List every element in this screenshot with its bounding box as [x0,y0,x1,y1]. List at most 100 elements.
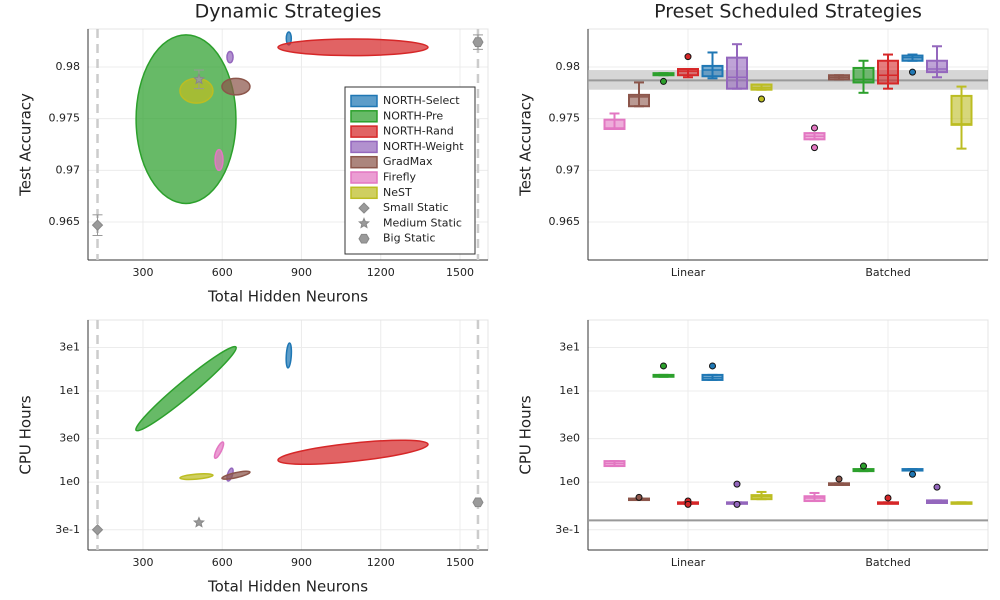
x-tick-label: 1200 [367,556,395,569]
legend-marker [358,217,370,229]
static-marker [91,524,104,536]
outlier [660,362,667,370]
legend-swatch [350,186,378,200]
legend-swatch [350,155,378,169]
x-tick-label: 1500 [446,266,474,279]
box [677,68,699,77]
y-axis-label: CPU Hours [517,395,535,474]
legend-label: NORTH-Weight [383,140,464,153]
static-marker [472,37,484,47]
outlier [884,494,892,502]
box [726,56,748,90]
legend-label: NORTH-Pre [383,109,443,122]
y-tick-label: 1e1 [59,384,80,397]
y-tick-label: 3e1 [559,340,580,353]
legend-label: Big Static [383,232,436,245]
outlier [835,475,843,483]
legend-swatch [350,140,378,154]
strategy-ellipse [221,77,251,96]
static-marker [192,73,205,85]
outlier [811,144,818,152]
x-tick-label: Linear [671,556,706,569]
legend-label: Medium Static [383,216,462,229]
y-tick-label: 1e0 [559,475,580,488]
legend-label: GradMax [383,155,433,168]
box [926,59,948,74]
strategy-ellipse [285,342,293,369]
legend-swatch [350,110,378,123]
x-tick-label: 900 [291,266,312,279]
x-tick-label: 300 [132,266,153,279]
y-tick-label: 0.965 [49,215,81,228]
box [950,94,973,126]
legend-label: Firefly [383,171,417,184]
x-tick-label: Linear [671,266,706,279]
x-tick-label: 600 [212,556,233,569]
outlier [635,493,643,501]
y-axis-label: CPU Hours [17,395,35,474]
y-tick-label: 3e0 [559,432,580,445]
y-tick-label: 0.975 [49,112,81,125]
x-tick-label: 900 [291,556,312,569]
strategy-ellipse [277,439,429,465]
static-marker [91,219,104,231]
y-tick-label: 1e0 [59,475,80,488]
outlier [860,462,867,470]
outlier [811,124,818,132]
panel-title: Preset Scheduled Strategies [654,1,922,23]
strategy-ellipse [135,34,237,205]
outlier [709,362,716,370]
y-tick-label: 0.97 [556,163,581,176]
strategy-ellipse [214,148,224,172]
x-axis-label: Total Hidden Neurons [207,578,368,596]
y-tick-label: 1e1 [559,384,580,397]
box [852,66,875,84]
y-axis-label: Test Accuracy [517,93,535,197]
y-tick-label: 0.98 [56,60,81,73]
y-axis-label: Test Accuracy [17,93,35,197]
strategy-ellipse [135,345,237,432]
legend-label: NORTH-Rand [383,125,454,138]
y-tick-label: 3e1 [59,340,80,353]
box [877,59,899,85]
box [628,93,650,108]
strategy-ellipse [179,472,214,481]
outlier [684,53,692,61]
legend-marker [358,202,370,214]
box [603,118,626,130]
x-tick-label: 300 [132,556,153,569]
outlier [660,77,667,85]
legend-label: NeST [383,186,412,199]
x-tick-label: 600 [212,266,233,279]
x-tick-label: 1500 [446,556,474,569]
y-tick-label: 0.975 [549,112,581,125]
static-marker [192,516,205,528]
plot-frame [587,319,989,551]
y-tick-label: 0.97 [56,163,81,176]
outlier [909,470,916,478]
y-tick-label: 3e-1 [555,523,580,536]
box [701,64,724,78]
x-tick-label: Batched [865,556,910,569]
y-tick-label: 0.98 [556,60,581,73]
strategy-ellipse [226,50,234,64]
strategy-ellipse [213,441,225,460]
outlier [933,483,941,491]
y-tick-label: 0.965 [549,215,581,228]
legend-swatch [350,94,378,108]
legend-label: Small Static [383,201,449,214]
outlier [733,480,741,488]
x-tick-label: Batched [865,266,910,279]
outlier [758,95,765,103]
outlier [684,500,692,508]
legend-swatch [350,171,378,184]
legend-label: NORTH-Select [383,94,460,107]
x-tick-label: 1200 [367,266,395,279]
legend-marker [358,233,370,244]
strategy-ellipse [221,470,251,480]
outlier [909,68,916,76]
y-tick-label: 3e0 [59,432,80,445]
static-marker [472,497,484,508]
x-axis-label: Total Hidden Neurons [207,288,368,306]
